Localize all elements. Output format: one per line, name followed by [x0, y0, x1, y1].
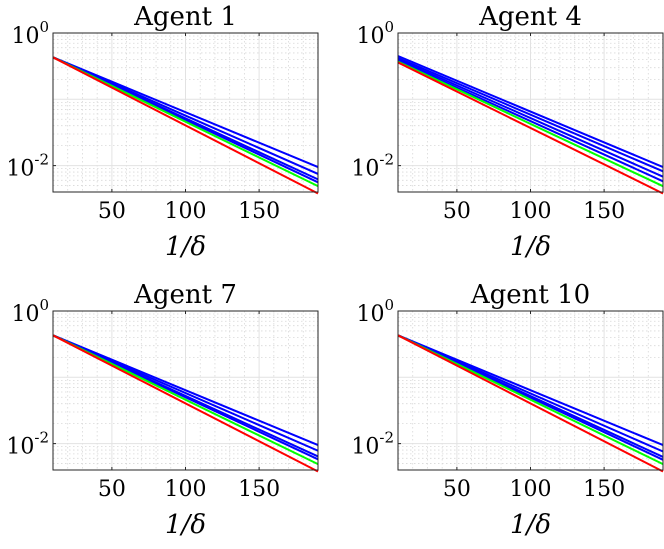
x-tick-label: 150 — [238, 477, 280, 502]
subplot-3: 50 100 150 100 10-2 Agent 7 1/δ — [6, 280, 319, 540]
series-line-red — [397, 334, 664, 473]
x-tick-label: 100 — [510, 477, 552, 502]
x-axis-label: 1/δ — [510, 510, 551, 540]
x-tick-label: 100 — [510, 199, 552, 224]
series-line-blue-3 — [397, 58, 664, 178]
series-line-green — [52, 334, 319, 466]
y-tick-label: 10-2 — [6, 429, 49, 460]
chart-title: Agent 7 — [133, 280, 237, 310]
x-tick-label: 150 — [238, 199, 280, 224]
series-line-blue-2 — [397, 57, 664, 173]
x-tick-label: 100 — [165, 477, 207, 502]
x-tick-label: 150 — [583, 199, 625, 224]
series-line-blue-1 — [52, 56, 319, 169]
series-line-blue-1 — [397, 55, 664, 169]
series-line-red — [52, 334, 319, 473]
x-tick-label: 50 — [98, 199, 126, 224]
x-tick-label: 100 — [165, 199, 207, 224]
chart-title: Agent 4 — [478, 2, 582, 32]
y-tick-label: 100 — [356, 18, 394, 49]
series-line-green — [52, 56, 319, 188]
chart-title: Agent 1 — [133, 2, 237, 32]
chart-title: Agent 10 — [470, 280, 590, 310]
x-tick-label: 50 — [443, 477, 471, 502]
series-line-green — [397, 60, 664, 188]
y-tick-label: 10-2 — [6, 151, 49, 182]
y-tick-label: 100 — [11, 18, 49, 49]
x-axis-label: 1/δ — [510, 232, 551, 262]
x-axis-label: 1/δ — [165, 232, 206, 262]
x-tick-label: 50 — [98, 477, 126, 502]
series-line-blue-4 — [397, 59, 664, 183]
y-tick-label: 100 — [11, 296, 49, 327]
x-tick-label: 150 — [583, 477, 625, 502]
series-line-red — [397, 61, 664, 195]
subplot-2: 50 100 150 100 10-2 Agent 4 1/δ — [351, 2, 664, 262]
subplot-1: 50 100 150 100 10-2 Agent 1 1/δ — [6, 2, 319, 262]
x-tick-label: 50 — [443, 199, 471, 224]
y-tick-label: 10-2 — [351, 151, 394, 182]
subplot-4: 50 100 150 100 10-2 Agent 10 1/δ — [351, 280, 664, 540]
series-line-red — [52, 56, 319, 195]
y-tick-label: 100 — [356, 296, 394, 327]
y-tick-label: 10-2 — [351, 429, 394, 460]
series-line-green — [397, 334, 664, 466]
x-axis-label: 1/δ — [165, 510, 206, 540]
